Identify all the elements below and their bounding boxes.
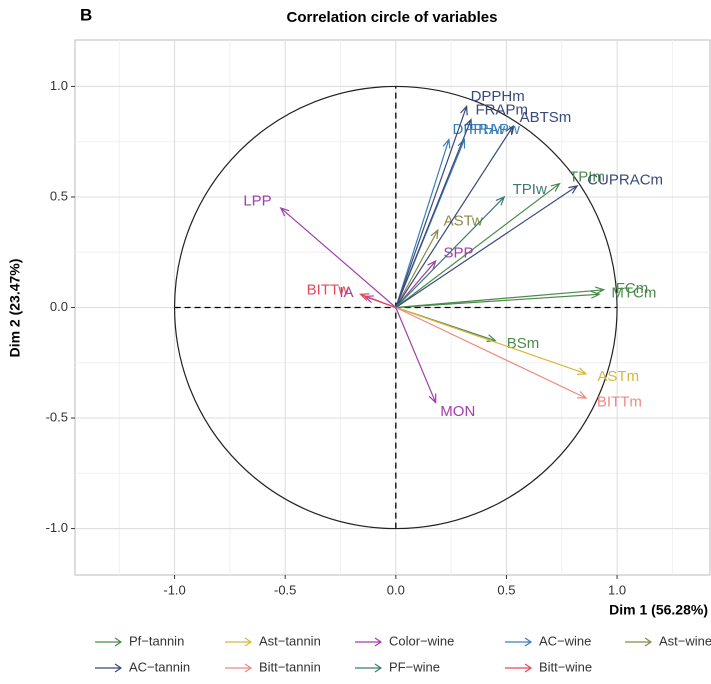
variable-label: BITTw (307, 282, 350, 299)
variable-arrow (395, 195, 506, 308)
legend-key (95, 663, 123, 673)
variable-arrow (395, 138, 451, 308)
y-tick-label: 0.0 (50, 299, 68, 314)
variable-label: MON (440, 403, 475, 420)
variable-label: FCm (616, 280, 649, 297)
variable-label: FRAPw (469, 121, 520, 138)
legend-label: Ast−tannin (259, 633, 321, 648)
x-axis-label: Dim 1 (56.28%) (609, 602, 708, 618)
legend-key (225, 637, 253, 647)
variable-label: TPIw (513, 181, 547, 198)
variable-arrow (395, 182, 561, 308)
variable-arrow (395, 286, 606, 309)
legend-label: Color−wine (389, 633, 454, 648)
x-tick-label: 0.0 (387, 582, 405, 597)
x-tick-label: 0.5 (497, 582, 515, 597)
variable-label: ASTw (444, 212, 483, 229)
legend-label: Pf−tannin (129, 633, 184, 648)
legend-key (355, 663, 383, 673)
unit-circle (173, 85, 618, 530)
y-tick-label: 0.5 (50, 188, 68, 203)
variable-arrow (395, 118, 472, 308)
variable-label: ASTm (597, 368, 639, 385)
chart-title: Correlation circle of variables (287, 9, 498, 26)
legend-label: AC−wine (539, 633, 591, 648)
variable-arrow (395, 124, 514, 308)
variable-label: DPPHm (471, 88, 525, 105)
variable-arrow (395, 185, 579, 308)
x-tick-label: -0.5 (274, 582, 296, 597)
variable-label: IA (339, 284, 353, 301)
legend-key (355, 637, 383, 647)
variable-label: CUPRACm (587, 171, 663, 188)
legend-key (505, 663, 533, 673)
variable-arrow (279, 207, 397, 308)
y-axis-label: Dim 2 (23.47%) (7, 259, 23, 358)
variable-label: LPP (243, 192, 271, 209)
variable-arrow (395, 307, 437, 404)
panel-label: B (80, 5, 92, 24)
variable-arrow (395, 104, 468, 308)
variable-arrow (395, 290, 601, 309)
variable-label: SPP (443, 244, 473, 261)
legend-key (505, 637, 533, 647)
variable-arrow (358, 293, 397, 309)
legend-label: AC−tannin (129, 659, 190, 674)
y-tick-label: -1.0 (46, 520, 68, 535)
variable-arrow (395, 306, 588, 399)
legend-label: Ast−wine (659, 633, 711, 648)
legend-label: Bitt−wine (539, 659, 592, 674)
legend-key (95, 637, 123, 647)
legend-key (625, 637, 653, 647)
x-tick-label: 1.0 (608, 582, 626, 597)
legend-label: PF−wine (389, 659, 440, 674)
variable-arrow (395, 306, 588, 376)
variable-label: BSm (507, 335, 540, 352)
variable-label: ABTSm (520, 109, 572, 126)
variable-label: MTCm (611, 285, 656, 302)
variable-arrow (395, 228, 439, 308)
legend-label: Bitt−tannin (259, 659, 321, 674)
variable-arrow (395, 259, 437, 308)
y-tick-label: 1.0 (50, 78, 68, 93)
legend-key (225, 663, 253, 673)
variable-label: FRAPm (476, 101, 529, 118)
variable-label: TPIm (569, 169, 605, 186)
y-tick-label: -0.5 (46, 409, 68, 424)
variable-label: BITTm (597, 393, 642, 410)
x-tick-label: -1.0 (163, 582, 185, 597)
